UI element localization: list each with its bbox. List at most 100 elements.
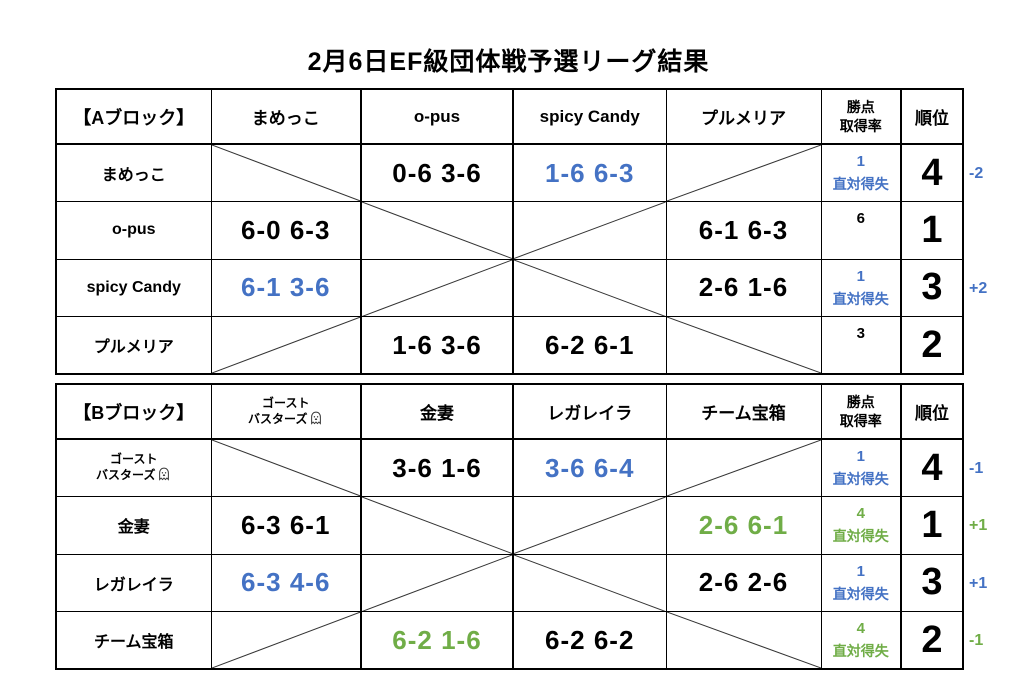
score-cell: 3-6 1-6 [360, 438, 514, 497]
points-value: 4 [856, 620, 865, 637]
team-row: o-pus 6-0 6-3 6-1 6-3 6 1 [55, 201, 964, 260]
rank-change-annotation: +1 [969, 574, 988, 592]
block-a-annotations: -2 +2 [964, 88, 1022, 375]
ghost-icon [309, 411, 323, 429]
crossed-cell [512, 201, 667, 260]
page-title: 2月6日EF級団体戦予選リーグ結果 [307, 48, 710, 76]
points-column-header: 勝点 取得率 [820, 88, 902, 145]
rank-column-header: 順位 [900, 383, 964, 440]
points-sub: 直対得失 [832, 643, 889, 659]
block-a-table: 【Aブロック】 まめっこ o-pus spicy Candy プルメリア 勝点 … [55, 88, 964, 375]
team-name-cell: o-pus [55, 201, 212, 260]
diagonal-line [362, 555, 512, 612]
crossed-cell [665, 438, 822, 497]
diagonal-line [212, 145, 361, 201]
points-value: 3 [856, 325, 865, 342]
rank-cell: 1 [900, 201, 964, 260]
block-b: 【Bブロック】 ゴースト バスターズ 金妻 レガレイラ チーム宝箱 勝点 取得率… [55, 383, 1022, 670]
block-a-label: 【Aブロック】 [55, 88, 212, 145]
points-sub: 直対得失 [832, 176, 889, 192]
points-value: 6 [856, 210, 865, 228]
crossed-cell [210, 611, 362, 670]
crossed-cell [665, 611, 822, 670]
team-name-cell: まめっこ [55, 143, 212, 202]
ghost-icon [157, 467, 171, 485]
team-column-header: レガレイラ [512, 383, 667, 440]
rank-cell: 4 [900, 143, 964, 202]
team-column-header: プルメリア [665, 88, 822, 145]
block-b-table: 【Bブロック】 ゴースト バスターズ 金妻 レガレイラ チーム宝箱 勝点 取得率… [55, 383, 964, 670]
score-cell: 6-2 6-2 [512, 611, 667, 670]
points-header-line1: 勝点 [846, 98, 875, 115]
crossed-cell [360, 553, 514, 612]
points-sub: 直対得失 [832, 528, 889, 545]
team-row: spicy Candy 6-1 3-6 2-6 1-6 1 直対得失 3 [55, 258, 964, 317]
team-name-line1: ゴースト [110, 452, 158, 466]
points-value: 1 [856, 267, 865, 285]
points-cell: 1 直対得失 [820, 143, 902, 202]
crossed-cell [360, 496, 514, 555]
score-cell: 6-3 4-6 [210, 553, 362, 612]
crossed-cell [360, 258, 514, 317]
crossed-cell [512, 553, 667, 612]
rank-column-header: 順位 [900, 88, 964, 145]
points-sub: 直対得失 [832, 585, 889, 602]
points-column-header: 勝点 取得率 [820, 383, 902, 440]
team-name-line2: バスターズ [57, 467, 210, 485]
team-name-line2: バスターズ [212, 411, 359, 429]
team-row: レガレイラ 6-3 4-6 2-6 2-6 1 直対得失 3 [55, 553, 964, 612]
team-column-header: 金妻 [360, 383, 514, 440]
team-column-header: spicy Candy [512, 88, 667, 145]
score-cell: 1-6 6-3 [512, 143, 667, 202]
rank-cell: 3 [900, 258, 964, 317]
points-value: 1 [856, 448, 865, 465]
team-column-header: o-pus [360, 88, 514, 145]
rank-cell: 2 [900, 611, 964, 670]
points-cell: 3 [820, 316, 902, 375]
block-b-header-row: 【Bブロック】 ゴースト バスターズ 金妻 レガレイラ チーム宝箱 勝点 取得率… [55, 383, 964, 440]
points-sub [822, 230, 899, 252]
score-cell: 6-2 6-1 [512, 316, 667, 375]
points-value: 1 [856, 153, 865, 170]
crossed-cell [210, 143, 362, 202]
block-a: 【Aブロック】 まめっこ o-pus spicy Candy プルメリア 勝点 … [55, 88, 1022, 375]
diagonal-line [362, 260, 512, 317]
rank-change-annotation: +2 [969, 279, 988, 297]
crossed-cell [512, 258, 667, 317]
team-name-cell: spicy Candy [55, 258, 212, 317]
team-name-cell: チーム宝箱 [55, 611, 212, 670]
points-cell: 4 直対得失 [820, 611, 902, 670]
rank-cell: 1 [900, 496, 964, 555]
rank-change-annotation: +1 [969, 517, 988, 535]
points-value: 4 [856, 505, 865, 523]
team-row: 金妻 6-3 6-1 2-6 6-1 4 直対得失 1 [55, 496, 964, 555]
rank-change-annotation: -1 [969, 632, 984, 650]
diagonal-line [514, 202, 666, 259]
crossed-cell [665, 316, 822, 375]
points-value: 1 [856, 562, 865, 580]
points-cell: 4 直対得失 [820, 496, 902, 555]
diagonal-line [514, 260, 666, 317]
points-cell: 1 直対得失 [820, 438, 902, 497]
team-column-header: チーム宝箱 [665, 383, 822, 440]
team-row: ゴースト バスターズ 3-6 1-6 3-6 6-4 1 直対得失 4 [55, 438, 964, 497]
team-row: プルメリア 1-6 3-6 6-2 6-1 3 2 [55, 316, 964, 375]
crossed-cell [360, 201, 514, 260]
rank-cell: 2 [900, 316, 964, 375]
points-cell: 1 直対得失 [820, 553, 902, 612]
team-row: まめっこ 0-6 3-6 1-6 6-3 1 直対得失 4 [55, 143, 964, 202]
crossed-cell [210, 438, 362, 497]
score-cell: 0-6 3-6 [360, 143, 514, 202]
score-cell: 6-1 6-3 [665, 201, 822, 260]
score-cell: 2-6 2-6 [665, 553, 822, 612]
points-header-line1: 勝点 [846, 393, 875, 410]
rank-cell: 3 [900, 553, 964, 612]
team-name-cell: プルメリア [55, 316, 212, 375]
crossed-cell [665, 143, 822, 202]
team-column-header: まめっこ [210, 88, 362, 145]
points-sub [822, 345, 899, 367]
team-column-header: ゴースト バスターズ [210, 383, 362, 440]
team-name-cell: ゴースト バスターズ [55, 438, 212, 497]
diagonal-line [362, 202, 512, 259]
rank-cell: 4 [900, 438, 964, 497]
